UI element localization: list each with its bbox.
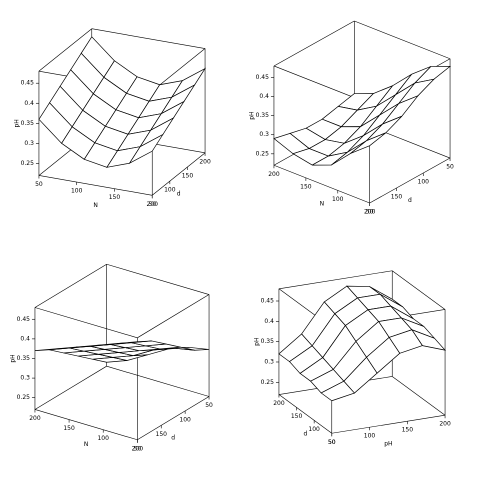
tick-label: 100 [97,435,109,442]
tick-label: 0.4 [24,100,34,107]
tick-label: 0.35 [21,120,35,127]
box-edge [152,152,206,196]
tick-label: 0.25 [21,160,35,167]
tick-label: 0.3 [24,140,34,147]
tick-label: 0.35 [256,112,270,119]
tick-label: 200 [147,201,159,208]
surface-cell [350,132,386,154]
box-edge [278,394,332,434]
tick-label: 200 [132,445,144,452]
tick-label: 50 [328,439,336,446]
tick-label: 0.4 [20,335,30,342]
box-edge [38,28,92,72]
tick-label: 0.45 [21,80,35,87]
tick-label: 50 [328,439,336,446]
tick-label: 100 [308,426,320,433]
surface-panel: 50 100 150 200 N 50 100 150 200 d 0.25 0.3 0.35 0.4 0.… [13,28,211,209]
box-edge [91,28,206,49]
tick-label: 0.25 [17,394,31,401]
box-edge [106,365,210,397]
surface-panel: 50 100 150 200 N 50 100 150 200 d 0.25 0.3 0.35 0.4 0.… [9,263,213,452]
box-edge [106,263,210,295]
tick-label: 150 [300,183,312,190]
tick-label: 0.35 [261,338,275,345]
tick-label: 200 [273,400,285,407]
axis-label: d [408,197,412,204]
axis-label: pH [384,441,392,448]
surface-cell [128,133,164,165]
surface-cell [116,340,152,344]
tick-label: 0.45 [256,74,270,81]
tick-label: 150 [402,427,414,434]
tick-label: 100 [418,179,430,186]
surface-panel: 50 100 150 200 N 50 100 150 200 d 0.25 0.3 0.35 0.4 0.… [248,20,454,216]
tick-label: 200 [439,421,451,428]
tick-label: 0.3 [259,131,269,138]
box-edge [392,270,446,310]
box-edge [278,270,393,290]
box-edge [273,165,370,204]
tick-label: 50 [35,181,43,188]
tick-label: 50 [446,164,454,171]
box-edge [354,20,451,59]
tick-label: 150 [182,172,194,179]
tick-label: 0.3 [264,358,274,365]
axis-label: d [177,191,181,198]
box-edge [152,48,206,92]
tick-label: 150 [156,431,168,438]
surface-panel: 50100150200pH50100150200d0.250.30.350.40… [253,270,451,448]
box-edge [369,157,451,204]
tick-label: 200 [268,171,280,178]
tick-label: 150 [391,194,403,201]
tick-label: 100 [364,433,376,440]
box-edge [392,376,446,416]
axis-label: pH [253,337,260,345]
tick-label: 150 [291,413,303,420]
tick-label: 0.4 [259,93,269,100]
axis-label: N [93,202,98,209]
tick-label: 50 [366,209,374,216]
axis-label: d [303,430,307,437]
box-edge [38,175,153,196]
box-edge [34,263,107,308]
box-edge [34,409,138,441]
box-edge [273,20,355,67]
tick-label: 0.25 [261,379,275,386]
tick-label: 150 [63,425,75,432]
box-edge [137,396,210,441]
axis-label: N [320,201,325,208]
box-edge [34,307,138,339]
tick-label: 50 [134,445,142,452]
tick-label: 0.25 [256,150,270,157]
tick-label: 50 [205,402,213,409]
tick-label: 100 [71,188,83,195]
tick-label: 150 [109,194,121,201]
tick-label: 0.35 [17,355,31,362]
tick-label: 200 [364,209,376,216]
axis-label: pH [9,354,16,362]
tick-label: 100 [179,416,191,423]
tick-label: 0.45 [261,298,275,305]
axis-label: N [84,441,89,448]
tick-label: 200 [29,415,41,422]
tick-label: 0.4 [264,318,274,325]
box-edge [137,294,210,339]
tick-label: 200 [199,158,211,165]
box-edge [331,414,446,434]
box-edge [34,365,107,410]
axis-label: pH [13,119,20,127]
tick-label: 0.45 [17,316,31,323]
axis-label: d [171,435,175,442]
tick-label: 100 [164,187,176,194]
tick-label: 50 [148,201,156,208]
tick-label: 100 [332,196,344,203]
tick-label: 0.3 [20,375,30,382]
surface-cell [320,380,356,402]
axis-label: pH [248,111,255,119]
